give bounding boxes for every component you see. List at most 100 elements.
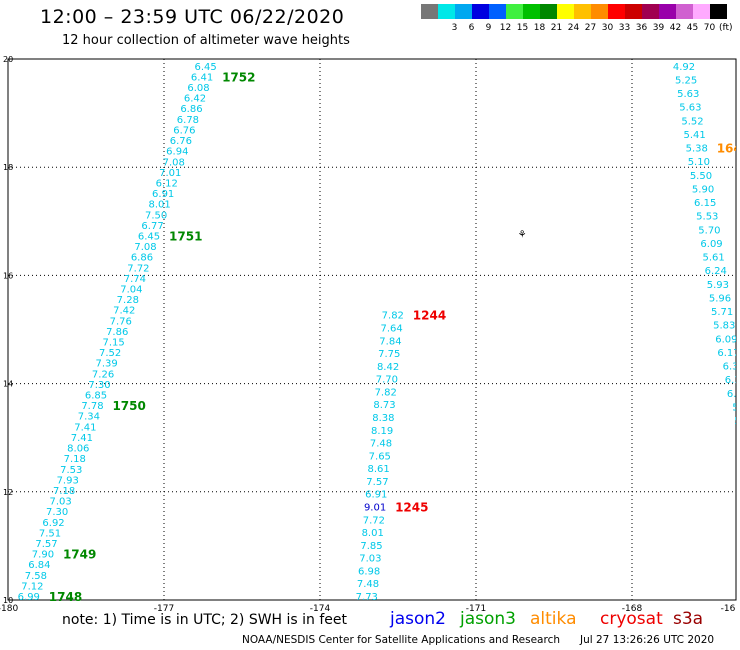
pass-time-label: 1748 — [49, 590, 82, 604]
swh-value: 8.01 — [148, 200, 170, 211]
swh-value: 7.08 — [163, 157, 185, 168]
scale-swatch — [523, 4, 540, 19]
map-frame — [7, 58, 737, 601]
swh-value: 5.53 — [696, 212, 718, 223]
scale-label: 15 — [516, 23, 529, 33]
swh-value: 7.15 — [103, 338, 125, 349]
swh-value: 6.24 — [705, 266, 727, 277]
swh-value: 6.41 — [191, 72, 213, 83]
swh-value: 6.12 — [156, 178, 178, 189]
swh-value: 5. — [732, 402, 740, 413]
swh-value: 6.3 — [723, 362, 739, 373]
pass-time-label: 1749 — [63, 548, 96, 562]
scale-swatch — [693, 4, 710, 19]
swh-value: 7.85 — [360, 541, 382, 552]
lat-tick-label: 14 — [3, 380, 13, 389]
swh-value: 5.71 — [711, 307, 733, 318]
swh-value: 7.53 — [60, 465, 82, 476]
pass-time-label: 1751 — [169, 229, 202, 243]
pass-time-label: 1752 — [222, 70, 255, 84]
swh-value: 5.25 — [675, 75, 697, 86]
swh-value: 6.91 — [152, 189, 174, 200]
swh-value: 7.48 — [357, 579, 379, 590]
swh-value: 7.30 — [88, 380, 110, 391]
swh-value: 7.84 — [379, 336, 401, 347]
ship-icon: ⚘ — [518, 230, 527, 241]
swh-value: 5.50 — [690, 171, 712, 182]
lat-tick-label: 16 — [3, 271, 13, 280]
swh-value: 7.18 — [53, 486, 75, 497]
pass-time-label: 1244 — [413, 309, 446, 323]
swh-value: 7.50 — [145, 210, 167, 221]
credit-text: NOAA/NESDIS Center for Satellite Applica… — [242, 634, 560, 646]
swh-value: 7.65 — [369, 451, 391, 462]
scale-label: 3 — [451, 23, 458, 33]
scale-swatch — [455, 4, 472, 19]
swh-value: 6.1 — [725, 375, 740, 386]
lat-tick-label: 20 — [3, 55, 13, 64]
lon-tick-label: -171 — [466, 604, 486, 614]
swh-value: 7.86 — [106, 327, 128, 338]
scale-swatch — [625, 4, 642, 19]
scale-label: 33 — [618, 23, 631, 33]
swh-value: 6.76 — [173, 125, 195, 136]
swh-value: 7.08 — [134, 242, 156, 253]
swh-value: 9.01 — [364, 502, 386, 513]
swh-value: 5.63 — [677, 89, 699, 100]
swh-value: 6.76 — [170, 136, 192, 147]
swh-value: 8.42 — [377, 362, 399, 373]
swh-value: 7.26 — [92, 369, 114, 380]
swh-value: 5.96 — [709, 293, 731, 304]
scale-swatch — [540, 4, 557, 19]
swh-value: 6.45 — [138, 231, 160, 242]
tracks-group: 6.997.127.586.847.907.577.516.927.307.03… — [18, 62, 740, 604]
swh-value: 8.73 — [373, 400, 395, 411]
swh-value: 7.51 — [39, 528, 61, 539]
swh-value: 7.90 — [32, 550, 54, 561]
swh-value: 5.41 — [683, 130, 705, 141]
scale-swatch — [438, 4, 455, 19]
scale-swatch — [557, 4, 574, 19]
swh-value: 5.10 — [688, 157, 710, 168]
legend-jason3: jason3 — [460, 609, 516, 629]
swh-value: 7.73 — [356, 592, 378, 603]
swh-value: 7.78 — [81, 401, 103, 412]
swh-value: 7.74 — [124, 274, 146, 285]
lat-tick-label: 10 — [3, 596, 13, 605]
scale-label: 36 — [635, 23, 648, 33]
swh-value: 6.99 — [18, 592, 40, 603]
swh-value: 5.63 — [679, 103, 701, 114]
legend-jason2: jason2 — [390, 609, 446, 629]
swh-value: 7.52 — [99, 348, 121, 359]
scale-label: 27 — [584, 23, 597, 33]
swh-value: 6.09 — [715, 334, 737, 345]
swh-value: 6.17 — [717, 348, 739, 359]
swh-value: 4.92 — [673, 62, 695, 73]
scale-swatch — [591, 4, 608, 19]
swh-value: 5.52 — [681, 116, 703, 127]
swh-value: 6.09 — [700, 239, 722, 250]
swh-value: 6.77 — [141, 221, 163, 232]
pass-time-label: 1649 — [717, 142, 740, 156]
scale-label: 18 — [533, 23, 546, 33]
swh-value: 7.34 — [78, 412, 100, 423]
swh-value: 7.41 — [74, 422, 96, 433]
scale-label: 21 — [550, 23, 563, 33]
swh-value: 7.12 — [21, 581, 43, 592]
swh-value: 8.38 — [372, 413, 394, 424]
swh-value: 7.76 — [110, 316, 132, 327]
scale-swatch — [710, 4, 727, 19]
swh-value: 5.70 — [698, 225, 720, 236]
swh-value: 6.86 — [180, 104, 202, 115]
timestamp-text: Jul 27 13:26:26 UTC 2020 — [580, 634, 715, 646]
scale-label: 70 — [703, 23, 716, 33]
swh-value: 7.42 — [113, 306, 135, 317]
swh-value: 6.15 — [694, 198, 716, 209]
swh-value: 7.03 — [49, 497, 71, 508]
lon-tick-label: -168 — [622, 604, 643, 614]
swh-value: 6.91 — [365, 490, 387, 501]
swh-value: 7.01 — [159, 168, 181, 179]
swh-value: 7.70 — [376, 375, 398, 386]
swh-value: 7.28 — [117, 295, 139, 306]
swh-value: 7.82 — [382, 311, 404, 322]
